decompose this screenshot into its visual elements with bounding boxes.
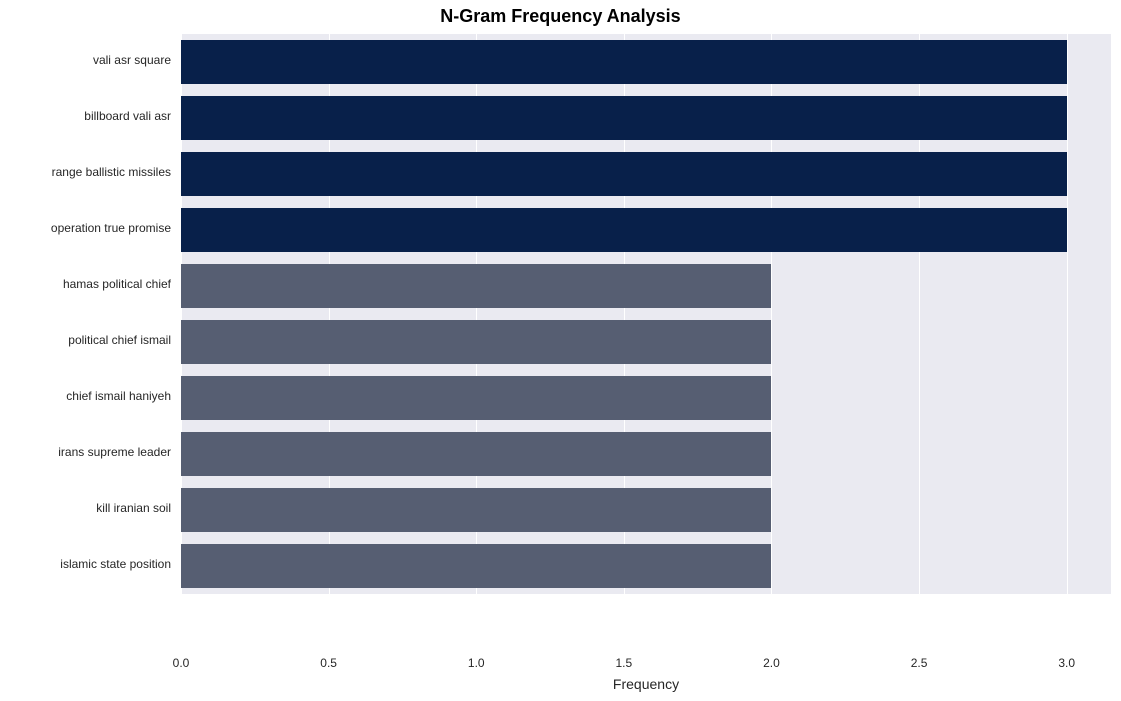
- y-tick-label: billboard vali asr: [0, 109, 179, 123]
- bar: [181, 208, 1067, 251]
- x-tick-label: 1.5: [616, 656, 633, 670]
- y-tick-label: vali asr square: [0, 53, 179, 67]
- x-tick-label: 0.5: [320, 656, 337, 670]
- y-tick-label: irans supreme leader: [0, 445, 179, 459]
- bar: [181, 544, 771, 587]
- bar: [181, 488, 771, 531]
- y-tick-label: kill iranian soil: [0, 501, 179, 515]
- x-tick-label: 1.0: [468, 656, 485, 670]
- x-tick-label: 3.0: [1058, 656, 1075, 670]
- chart-title: N-Gram Frequency Analysis: [0, 6, 1121, 27]
- grid-line: [1067, 34, 1068, 650]
- x-axis-label: Frequency: [181, 676, 1111, 692]
- bar: [181, 40, 1067, 83]
- bar: [181, 96, 1067, 139]
- x-tick-label: 2.5: [911, 656, 928, 670]
- y-tick-label: islamic state position: [0, 557, 179, 571]
- y-tick-label: chief ismail haniyeh: [0, 389, 179, 403]
- y-tick-label: operation true promise: [0, 221, 179, 235]
- bar: [181, 320, 771, 363]
- x-tick-label: 2.0: [763, 656, 780, 670]
- bar: [181, 152, 1067, 195]
- plot-area: [181, 34, 1111, 650]
- bar: [181, 432, 771, 475]
- x-tick-label: 0.0: [173, 656, 190, 670]
- ngram-frequency-chart: N-Gram Frequency Analysis vali asr squar…: [0, 0, 1121, 701]
- y-tick-label: political chief ismail: [0, 333, 179, 347]
- bar: [181, 264, 771, 307]
- y-tick-label: range ballistic missiles: [0, 165, 179, 179]
- bar: [181, 376, 771, 419]
- y-tick-label: hamas political chief: [0, 277, 179, 291]
